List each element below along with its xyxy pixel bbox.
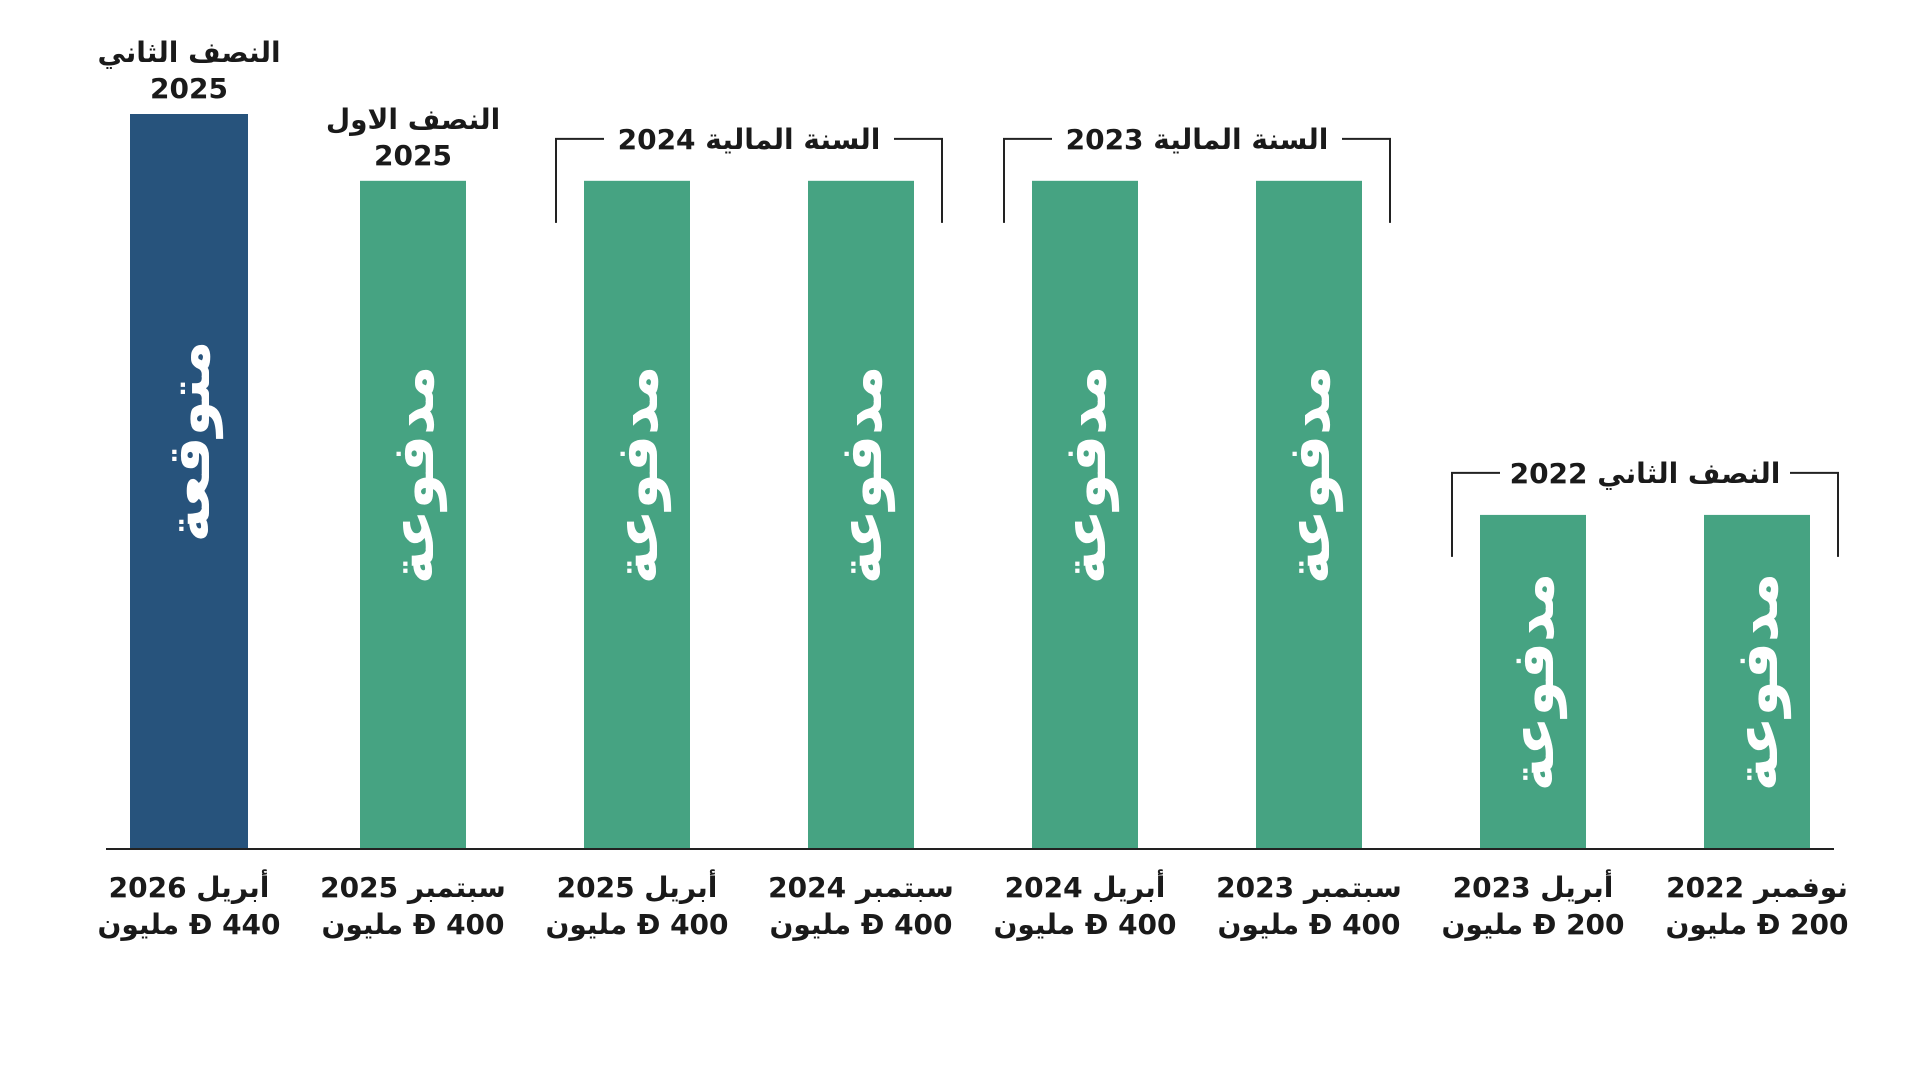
bar-paid — [584, 180, 690, 849]
bar-top-label: النصف الاول — [326, 103, 500, 136]
bar-status-label: مدفوعة — [603, 366, 672, 585]
bar-paid — [1480, 514, 1586, 849]
bracket-left — [555, 137, 604, 223]
bar-paid — [1704, 514, 1810, 849]
x-amount-label: 400 Đ مليون — [1217, 908, 1400, 941]
bar-status-label: مدفوعة — [1051, 366, 1120, 585]
bar-top-label: 2025 — [374, 139, 452, 172]
x-amount-label: 400 Đ مليون — [321, 908, 504, 941]
x-axis-labels: أبريل 2026 440 Đ مليون سبتمبر 2025 400 Đ مل… — [97, 869, 1848, 941]
x-amount-label: 440 Đ مليون — [97, 908, 280, 941]
x-amount-label: 400 Đ مليون — [545, 908, 728, 941]
x-tick-label: أبريل 2026 — [109, 869, 270, 904]
bar-expected — [130, 114, 248, 849]
bars — [130, 114, 1810, 849]
bracket-left — [1451, 471, 1500, 557]
bar-status-label: مدفوعة — [827, 366, 896, 585]
bar-status-label: متوقعة — [155, 341, 224, 543]
x-amount-label: 200 Đ مليون — [1665, 908, 1848, 941]
bar-paid — [1256, 180, 1362, 849]
x-tick-label: سبتمبر 2024 — [768, 871, 954, 904]
bar-paid — [360, 180, 466, 849]
bar-top-label: 2025 — [150, 72, 228, 105]
bracket-left — [1003, 137, 1052, 223]
bar-paid — [1032, 180, 1138, 849]
bar-status-label: مدفوعة — [1723, 573, 1792, 792]
x-amount-label: 400 Đ مليون — [993, 908, 1176, 941]
x-tick-label: أبريل 2025 — [557, 869, 718, 904]
x-tick-label: سبتمبر 2023 — [1216, 871, 1402, 904]
bracket-right — [1342, 137, 1391, 223]
bar-status-label: مدفوعة — [1275, 366, 1344, 585]
bar-status-label: مدفوعة — [1499, 573, 1568, 792]
x-amount-label: 200 Đ مليون — [1441, 908, 1624, 941]
x-tick-label: نوفمبر 2022 — [1666, 871, 1848, 904]
bracket-label: السنة المالية 2023 — [1066, 123, 1329, 156]
bar-status-labels: متوقعة مدفوعة مدفوعة مدفوعة مدفوعة مدفوعة مدفو… — [155, 341, 1792, 792]
x-amount-label: 400 Đ مليون — [769, 908, 952, 941]
group-brackets: السنة المالية 2024 السنة المالية 2023 النص… — [555, 123, 1839, 557]
x-tick-label: سبتمبر 2025 — [320, 871, 506, 904]
bar-status-label: مدفوعة — [379, 366, 448, 585]
bracket-label: النصف الثاني 2022 — [1510, 457, 1781, 490]
bar-top-label: النصف الثاني — [97, 36, 280, 69]
x-tick-label: أبريل 2023 — [1453, 869, 1614, 904]
bar-paid — [808, 180, 914, 849]
bracket-right — [894, 137, 943, 223]
x-tick-label: أبريل 2024 — [1005, 869, 1166, 904]
bracket-right — [1790, 471, 1839, 557]
bracket-label: السنة المالية 2024 — [618, 123, 881, 156]
